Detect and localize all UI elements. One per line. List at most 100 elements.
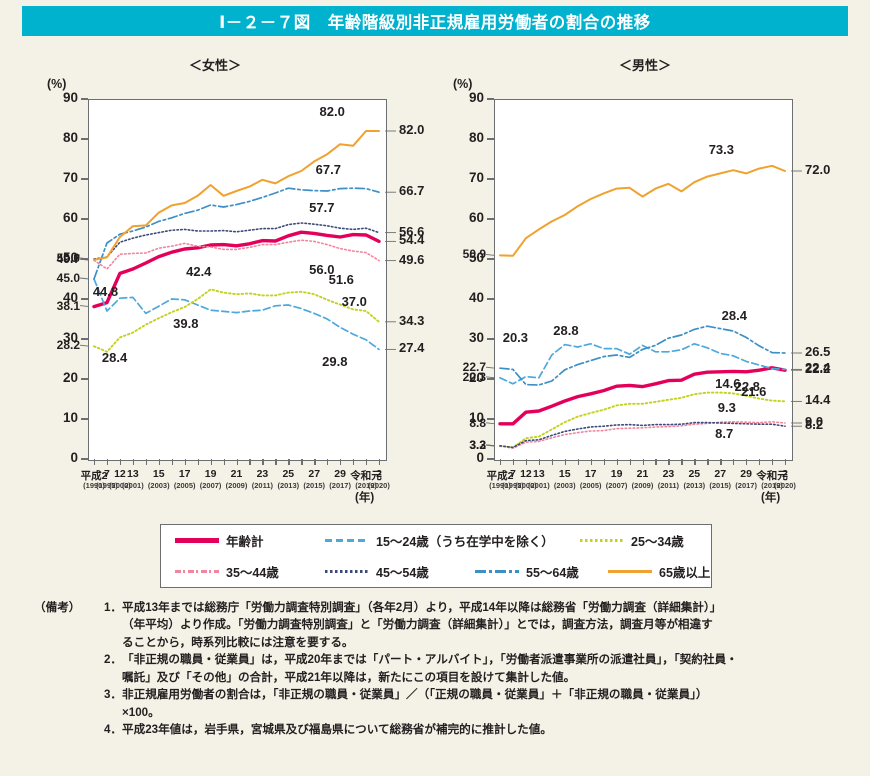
series-start-value: 50.0 [56,251,80,265]
legend-swatch-45-54 [325,570,369,573]
legend-item-55-64[interactable]: 55〜64歳 [475,562,608,581]
x-axis-era-label: 21 [636,468,649,480]
series-end-value: 27.4 [399,340,425,356]
legend-swatch-15-24 [325,539,369,542]
x-tick-mark [668,459,670,465]
y-tick-mark [487,218,494,220]
series-end-value: 8.2 [805,417,824,433]
series-annotation: 42.4 [186,264,212,279]
series-start-value: 38.1 [56,298,80,313]
y-tick-mark [81,98,88,100]
y-tick-label: 80 [62,130,78,145]
y-tick-label: 20 [62,370,78,385]
x-tick-mark [512,459,515,465]
figure-title-bar: Ⅰ－２－７図 年齢階級別非正規雇用労働者の割合の推移 [22,6,848,36]
legend-item-65plus[interactable]: 65歳以上 [608,562,710,581]
x-tick-mark [223,459,225,465]
y-tick-mark [487,338,494,340]
legend-label-15-24: 15〜24歳（うち在学中を除く） [376,535,554,549]
x-tick-mark [314,459,316,465]
x-tick-mark [746,459,748,465]
legend-label-55-64: 55〜64歳 [526,566,579,580]
page-title: Ⅰ－２－７図 年齢階級別非正規雇用労働者の割合の推移 [219,14,651,32]
series-end-value: 72.0 [805,162,831,177]
note-bracket: （備考） [34,601,81,614]
series-line-15〜24歳（うち在学中を除く） [499,342,786,385]
x-tick-mark [184,459,186,465]
note-line: （年平均）より作成。「労働力調査特別調査」と「労働力調査（詳細集計）」とでは，調… [34,617,854,633]
y-tick-mark [81,418,88,420]
series-start-value: 49.7 [56,252,80,267]
x-axis-western-label: (2017) [329,481,351,490]
x-axis-western-label: (1995) [96,481,118,490]
y-tick-mark [81,458,88,460]
y-tick-label: 50 [468,250,484,265]
y-tick-mark [487,418,494,420]
legend-label-25-34: 25〜34歳 [631,535,684,549]
legend-swatch-35-44 [175,570,219,573]
x-axis-western-label: (2003) [553,481,576,490]
note-line: 嘱託」及び「その他」の合計，平成21年以降は，新たにこの項目を設けて集計した値。 [34,670,854,686]
y-tick-mark [81,258,88,260]
x-tick-mark [772,459,774,465]
series-annotation: 8.7 [715,426,734,441]
series-line-25〜34歳 [499,391,786,449]
series-start-value: 8.8 [469,415,486,430]
x-tick-mark [197,459,199,465]
series-annotation: 39.8 [173,316,199,332]
series-line-55〜64歳 [499,325,786,386]
series-line-年齢計 [498,366,787,426]
y-tick-mark [81,378,88,380]
legend-item-total[interactable]: 年齢計 [175,531,325,550]
x-axis-era-label: 令和元 [350,470,382,482]
legend-item-35-44[interactable]: 35〜44歳 [175,562,325,581]
legend-row-2: 35〜44歳 45〜54歳 55〜64歳 65歳以上 [161,556,711,587]
x-axis-western-label: (2011) [251,481,274,490]
x-tick-mark [379,459,381,465]
series-end-value: 82.0 [399,122,425,137]
x-tick-mark [249,459,251,465]
legend-item-25-34[interactable]: 25〜34歳 [580,531,684,550]
x-axis-era-label: 12 [114,468,126,480]
y-tick-label: 30 [468,330,484,345]
series-annotation: 57.7 [309,200,335,215]
y-tick-label: 80 [468,130,484,145]
x-axis-era-label: 2 [376,468,382,480]
note-number: 4． [103,723,122,737]
x-axis-era-label: 29 [334,468,346,480]
x-tick-mark [759,459,761,465]
legend-item-45-54[interactable]: 45〜54歳 [325,562,475,581]
series-annotation: 67.7 [315,162,341,177]
note-text: 「非正規の職員・従業員」は，平成20年までは「パート・アルバイト」，「労働者派遣… [122,653,738,667]
y-tick-mark [487,458,494,460]
series-annotation: 29.8 [322,354,348,369]
x-tick-mark [158,459,161,465]
x-tick-mark [275,459,277,465]
x-axis-era-label: 29 [740,468,752,480]
series-annotation: 28.4 [101,350,128,365]
series-end-value: 56.6 [399,223,425,239]
x-tick-mark [629,459,631,465]
x-axis-western-label: (1990) [83,481,105,490]
legend-item-15-24[interactable]: 15〜24歳（うち在学中を除く） [325,531,580,550]
female-plot-area [88,99,387,461]
x-tick-mark [353,459,355,465]
x-tick-mark [785,459,787,465]
x-axis-era-label: 7 [104,468,110,480]
series-start-value: 3.2 [469,438,486,453]
x-axis-western-label: (2019) [761,481,783,490]
y-tick-label: 30 [62,330,78,345]
legend-swatch-65plus [608,570,652,573]
x-axis-western-label: (2015) [709,481,732,490]
series-line-65歳以上 [499,164,786,257]
series-end-value: 34.3 [399,312,425,328]
x-axis-western-label: (2015) [303,481,326,490]
x-axis-era-label: 27 [714,468,727,480]
series-start-value: 22.7 [462,360,486,375]
x-axis-western-label: (2000) [109,481,131,490]
y-tick-mark [487,258,494,260]
x-tick-mark [694,459,696,465]
x-tick-mark [288,459,290,465]
female-panel-title: ＜女性＞ [188,58,241,73]
